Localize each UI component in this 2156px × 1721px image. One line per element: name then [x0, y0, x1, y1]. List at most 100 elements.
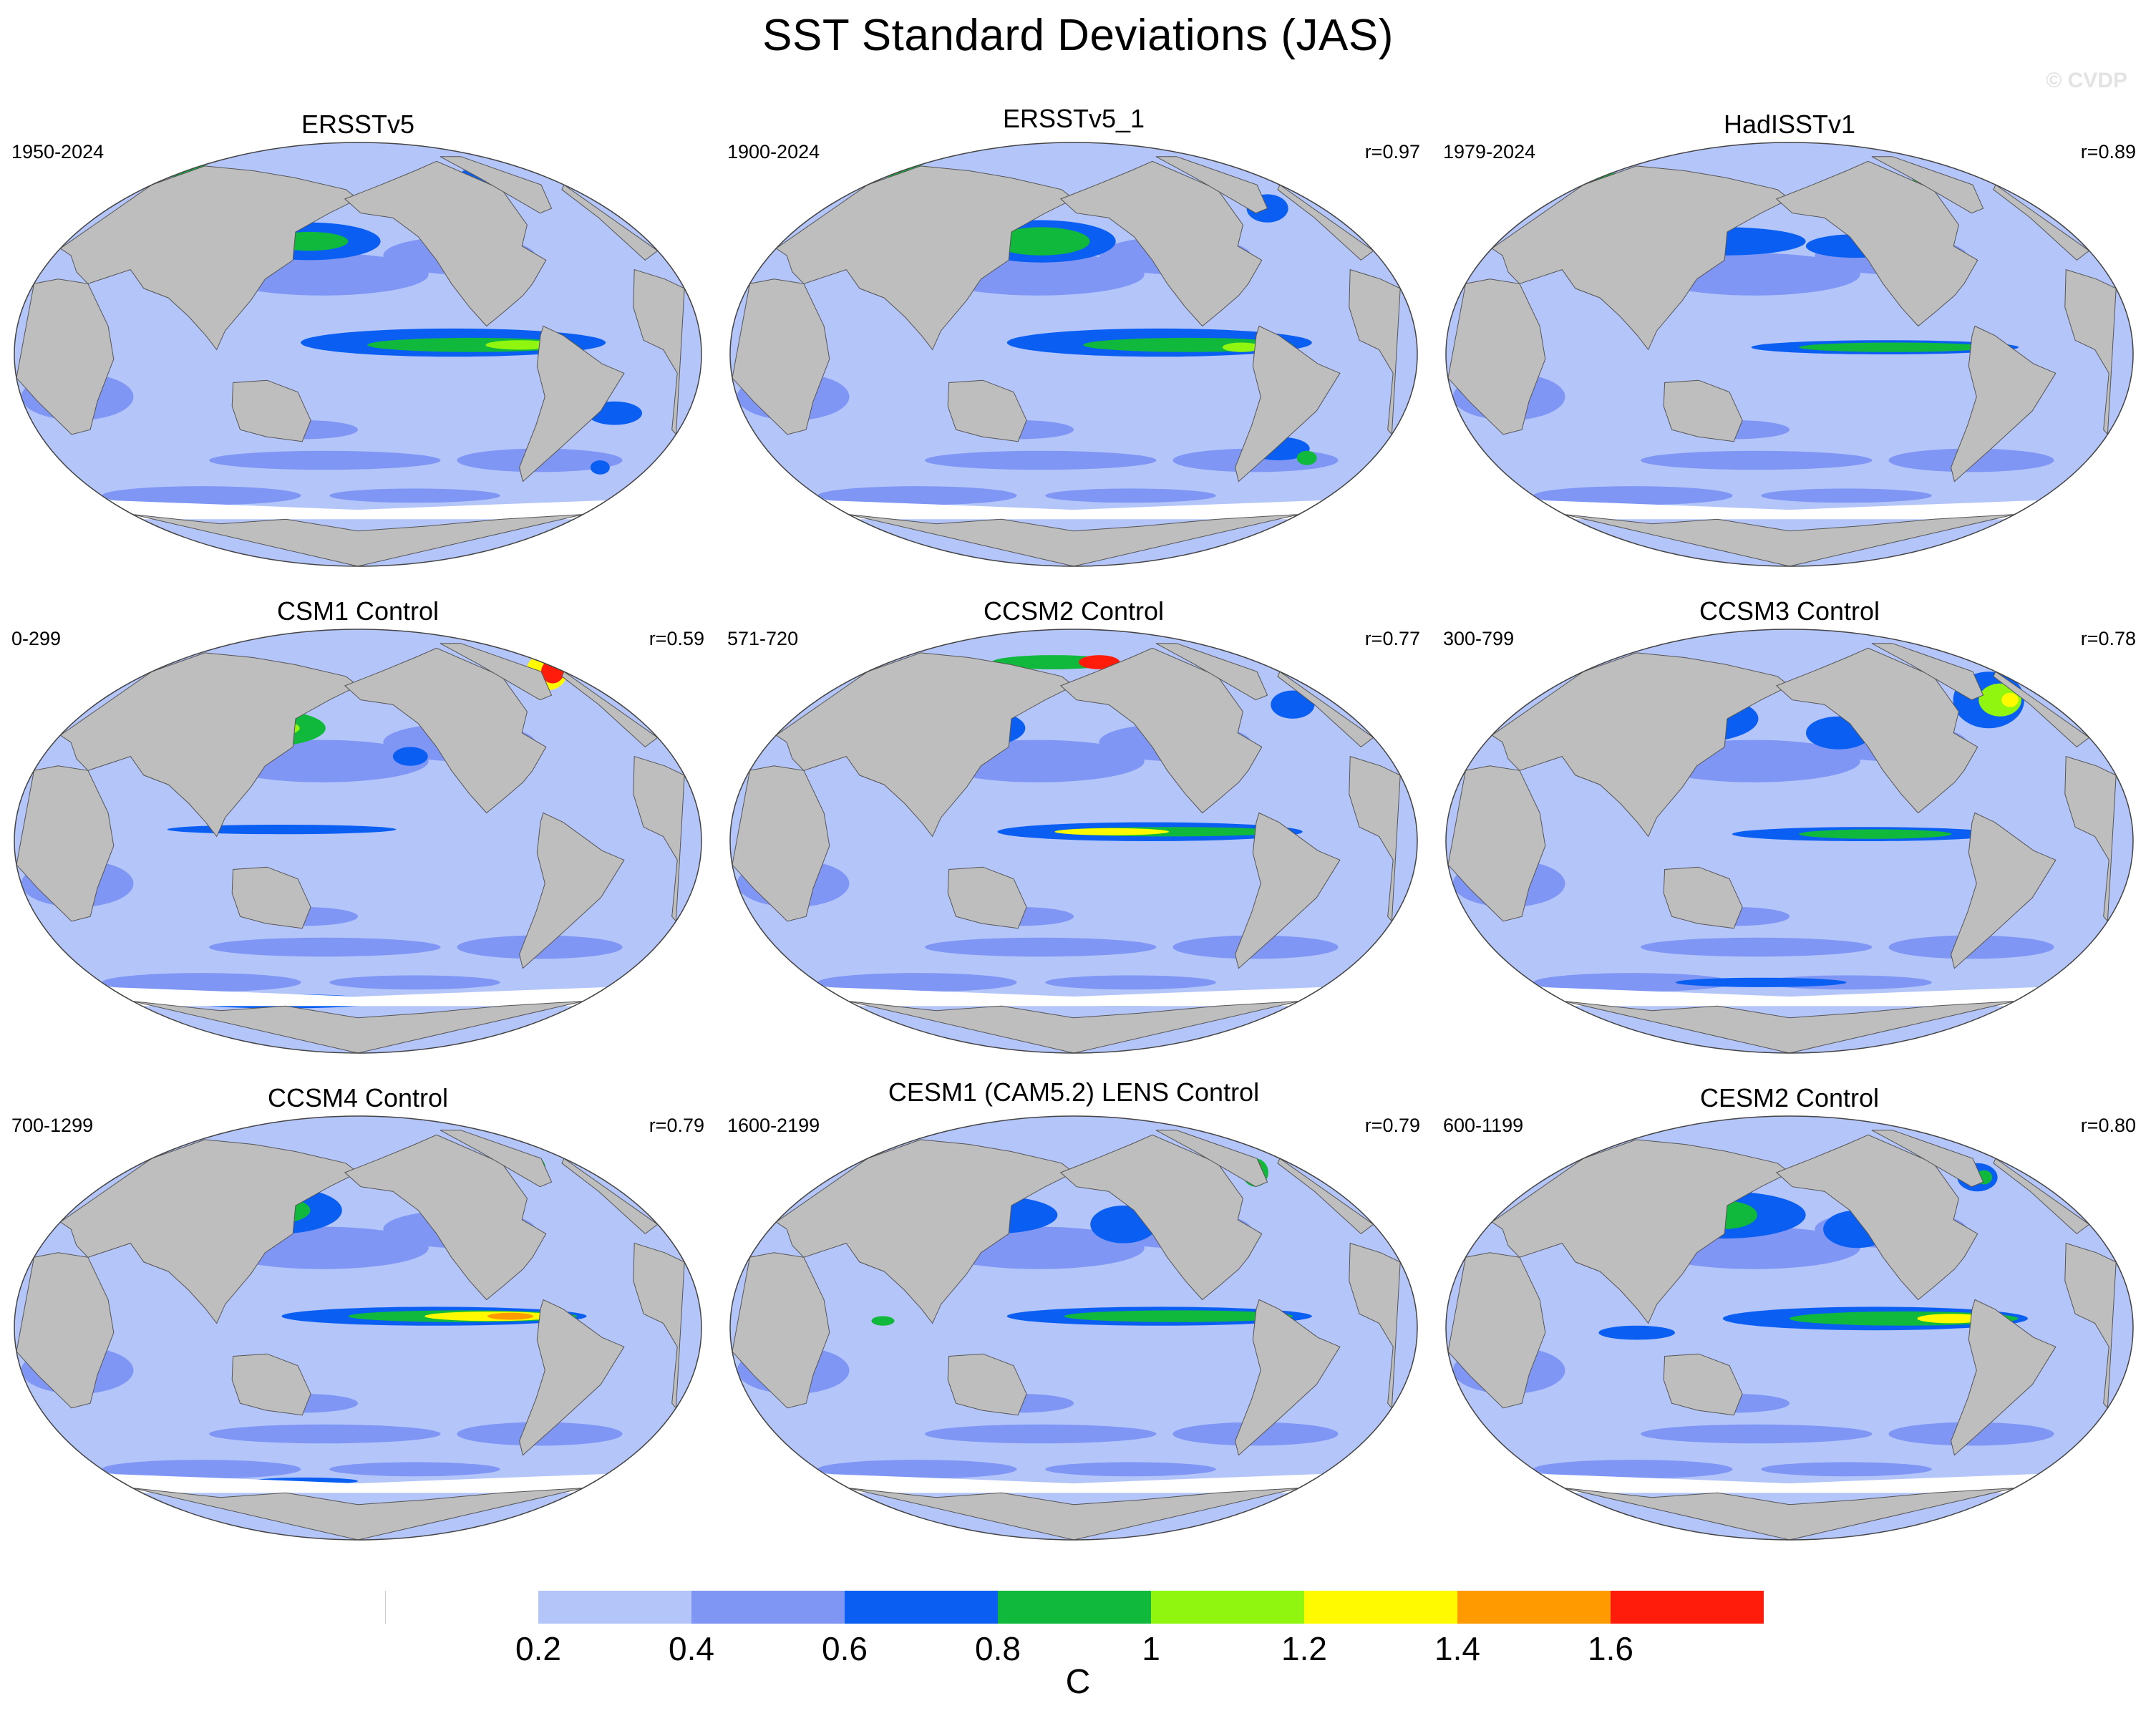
- land: [1491, 652, 1790, 838]
- colorbar-tick-label: 1.4: [1434, 1630, 1480, 1667]
- panel-period: 1900-2024: [727, 141, 820, 163]
- land: [848, 514, 1299, 566]
- anomaly-region: [329, 975, 500, 990]
- map-outline: [14, 1115, 702, 1541]
- map-panel: CCSM4 Control 700-1299 r=0.79: [0, 1077, 716, 1550]
- anomaly-region: [925, 450, 1157, 470]
- anomaly-region: [102, 486, 301, 505]
- land: [132, 1488, 583, 1540]
- anomaly-region: [1641, 1424, 1873, 1444]
- land: [1155, 643, 1268, 701]
- panel-title: CCSM3 Control: [1699, 596, 1880, 626]
- land: [132, 514, 583, 566]
- anomaly-region: [102, 1460, 301, 1479]
- land: [519, 1299, 625, 1456]
- land: [947, 1353, 1027, 1416]
- panel-period: 600-1199: [1443, 1115, 1524, 1136]
- land: [1491, 1139, 1790, 1324]
- anomaly-region: [590, 460, 610, 475]
- land: [1775, 160, 1978, 327]
- colorbar-swatch: [385, 1591, 539, 1624]
- land: [59, 652, 359, 838]
- land: [775, 165, 1074, 351]
- anomaly-region: [1761, 1462, 1932, 1477]
- land: [440, 156, 553, 214]
- anomaly-region: [1978, 683, 2021, 717]
- map-outline: [1445, 629, 2134, 1054]
- map-outline: [14, 142, 702, 567]
- map-outline: [729, 142, 1418, 567]
- panel-period: 571-720: [727, 628, 799, 649]
- land: [16, 278, 115, 435]
- colorbar-tick-label: 0.2: [515, 1630, 561, 1667]
- colorbar-swatch: [691, 1591, 845, 1624]
- anomaly-region: [1533, 1460, 1733, 1479]
- panel-period: 300-799: [1443, 628, 1515, 649]
- panel-correlation: r=0.77: [1364, 628, 1420, 649]
- anomaly-region: [993, 227, 1090, 256]
- land: [440, 643, 553, 701]
- panel-correlation: r=0.79: [1364, 1115, 1420, 1136]
- anomaly-region: [1641, 937, 1873, 957]
- world-map: [729, 142, 1418, 567]
- panel-title: ERSSTv5: [301, 110, 415, 139]
- anomaly-region: [1533, 486, 1733, 505]
- land: [1235, 1299, 1341, 1456]
- land: [561, 1158, 659, 1235]
- world-map: [1445, 142, 2134, 567]
- colorbar-swatch: [1611, 1591, 1764, 1624]
- land: [561, 671, 659, 748]
- colorbar-swatch: [1151, 1591, 1304, 1624]
- figure-title: SST Standard Deviations (JAS): [762, 11, 1394, 60]
- land: [1951, 812, 2057, 969]
- land: [440, 1130, 553, 1188]
- land: [947, 866, 1027, 929]
- low-variance-band: [1540, 500, 2039, 520]
- map-outline: [14, 629, 702, 1054]
- colorbar-tick-label: 0.6: [822, 1630, 868, 1667]
- anomaly-region: [871, 1316, 895, 1326]
- land: [2064, 1242, 2117, 1410]
- map-outline: [729, 629, 1418, 1054]
- panel-title: CCSM4 Control: [267, 1083, 449, 1112]
- colorbar-swatch: [1304, 1591, 1457, 1624]
- land: [59, 165, 359, 351]
- land: [1277, 671, 1374, 748]
- anomaly-region: [925, 937, 1157, 957]
- colorbar-tick-label: 0.4: [669, 1630, 714, 1667]
- land: [344, 160, 547, 327]
- land: [732, 278, 830, 435]
- colorbar-swatch: [845, 1591, 998, 1624]
- panel-title: ERSSTv5_1: [1002, 104, 1145, 133]
- land: [633, 755, 685, 923]
- land: [344, 647, 547, 814]
- anomaly-region: [1675, 977, 1847, 987]
- panel-period: 1600-2199: [727, 1115, 820, 1136]
- anomaly-region: [817, 1460, 1017, 1479]
- land: [1235, 325, 1341, 483]
- low-variance-band: [825, 1473, 1323, 1493]
- colorbar-tick-label: 1: [1142, 1630, 1160, 1667]
- land: [1235, 812, 1341, 969]
- land: [1277, 1158, 1374, 1235]
- panel-title: CCSM2 Control: [983, 596, 1165, 626]
- anomaly-region: [1799, 829, 1952, 839]
- land: [1349, 755, 1401, 923]
- land: [1993, 671, 2090, 748]
- land: [231, 1353, 311, 1416]
- panel-correlation: r=0.80: [2080, 1115, 2136, 1136]
- colorbar-tick-label: 0.8: [975, 1630, 1021, 1667]
- anomaly-region: [487, 1312, 533, 1320]
- land: [1491, 165, 1790, 351]
- land: [519, 812, 625, 969]
- world-map: [14, 1115, 702, 1541]
- anomaly-region: [392, 747, 428, 766]
- anomaly-region: [1296, 450, 1317, 465]
- land: [947, 379, 1027, 442]
- map-panel: CCSM3 Control 300-799 r=0.78: [1432, 591, 2147, 1063]
- low-variance-band: [825, 500, 1323, 520]
- map-panel: CCSM2 Control 571-720 r=0.77: [716, 591, 1432, 1063]
- land: [344, 1134, 547, 1301]
- land: [1951, 325, 2057, 483]
- anomaly-region: [2001, 692, 2019, 707]
